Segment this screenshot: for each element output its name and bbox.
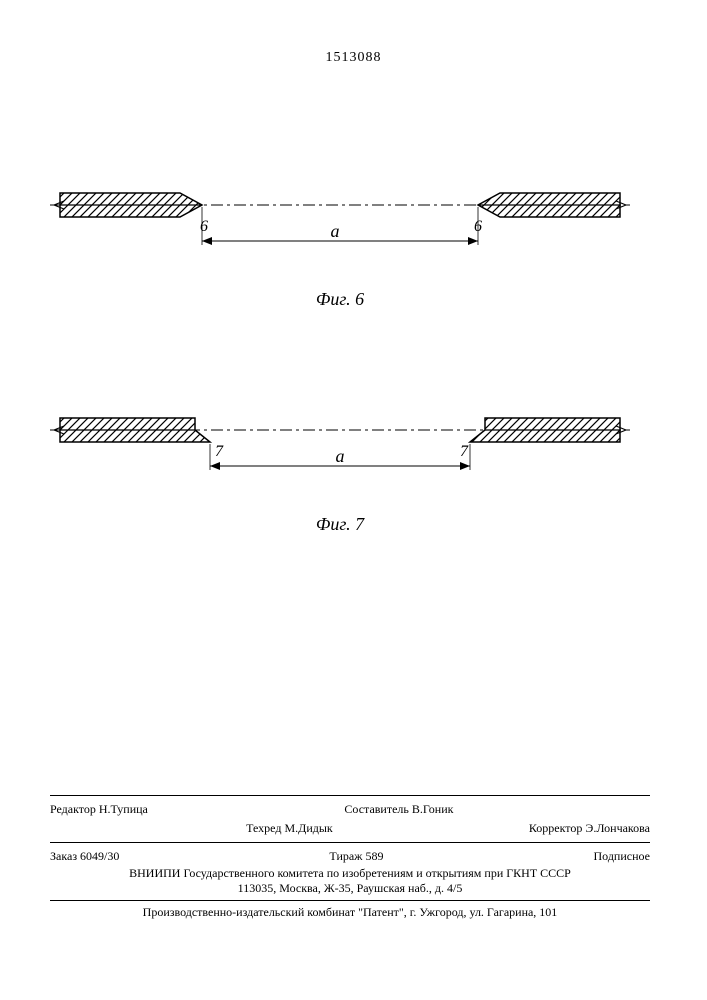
compiler: Составитель В.Гоник [344,802,453,817]
figure-6-label: Фиг. 6 [50,289,630,310]
figure-7: 7 7 a Фиг. 7 [50,400,630,535]
tirazh: Тираж 589 [329,849,383,864]
addr2: Производственно-издательский комбинат "П… [50,905,650,920]
figure-7-svg: 7 7 a [50,400,630,510]
order-number: Заказ 6049/30 [50,849,119,864]
figure-7-label: Фиг. 7 [50,514,630,535]
podpisnoe: Подписное [594,849,651,864]
corrector: Корректор Э.Лончакова [529,821,650,836]
colophon: Редактор Н.Тупица Составитель В.Гоник Те… [50,791,650,920]
figure-6-svg: 6 6 a [50,175,630,285]
org-line: ВНИИПИ Государственного комитета по изоб… [50,866,650,881]
addr1: 113035, Москва, Ж-35, Раушская наб., д. … [50,881,650,896]
fig6-ref-left: 6 [200,218,208,235]
editor: Редактор Н.Тупица [50,802,148,817]
fig7-dim-a: a [336,446,345,466]
fig6-dim-a: a [331,221,340,241]
figure-6: 6 6 a Фиг. 6 [50,175,630,310]
techred: Техред М.Дидык [246,821,333,836]
fig7-ref-right: 7 [460,443,469,460]
document-number: 1513088 [0,50,707,66]
fig7-ref-left: 7 [215,443,224,460]
